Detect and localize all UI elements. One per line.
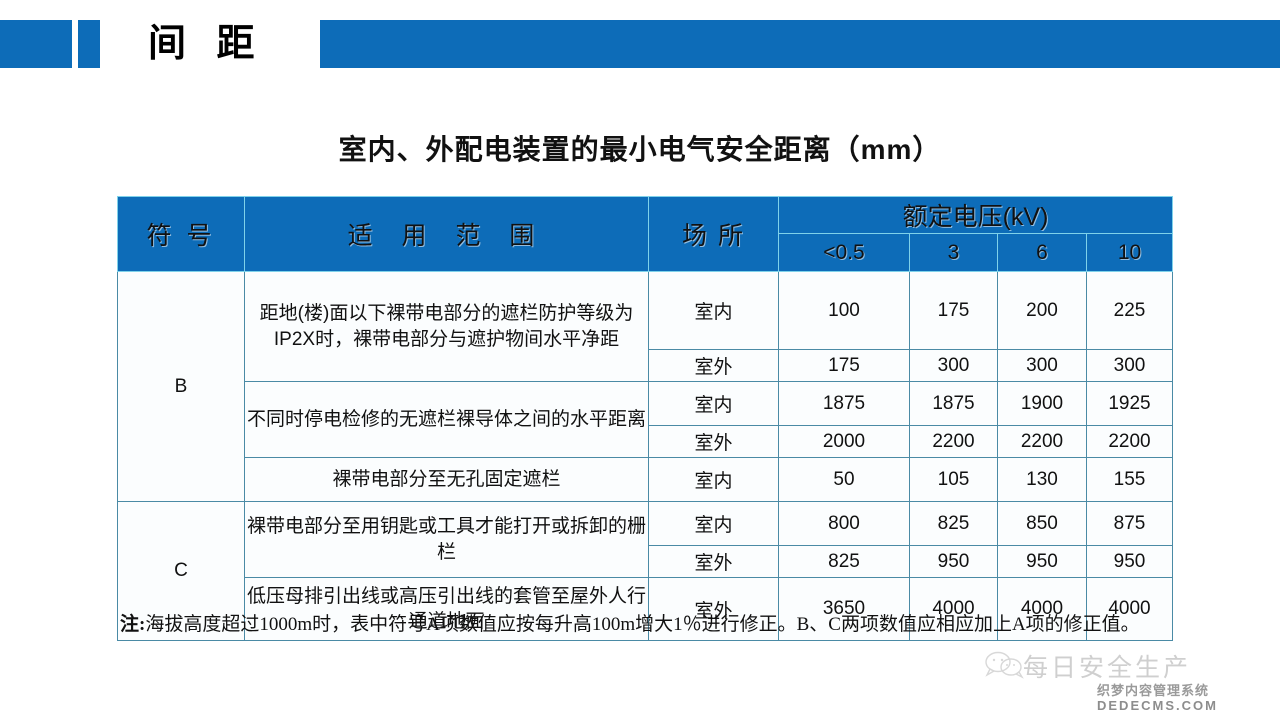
cell-value: 225 [1085,271,1174,350]
cell-place: 室外 [648,545,779,578]
cell-value: 1875 [778,381,910,426]
col-header-voltage-2: 6 [997,233,1087,272]
cell-place: 室外 [648,425,779,458]
table-row: 裸带电部分至无孔固定遮栏 室内 50 105 130 155 [118,457,1174,502]
cell-symbol-B: B [117,271,245,502]
page-title: 间 距 [148,23,265,65]
table-footnote: 注:海拔高度超过1000m时，表中符号A项数值应按每升高100m增大1％进行修正… [120,612,1180,639]
cell-place: 室外 [648,577,779,641]
cell-value: 800 [778,501,910,546]
cell-value: 105 [909,457,998,502]
watermark-account: 每日安全生产 [1023,654,1192,682]
cell-value: 850 [997,501,1087,546]
cell-value: 950 [1085,545,1174,578]
cell-value: 825 [909,501,998,546]
cell-value: 1875 [909,381,998,426]
cell-scope-B1: 距地(楼)面以下裸带电部分的遮栏防护等级为IP2X时，裸带电部分与遮护物间水平净… [244,271,649,382]
col-header-voltage-1: 3 [909,233,998,272]
header-accent-bar-right [320,20,1280,68]
footnote-label: 注: [120,614,146,635]
cell-scope-C2: 低压母排引出线或高压引出线的套管至屋外人行通道地面 [244,577,649,641]
wechat-icon [985,650,1024,679]
cell-value: 300 [997,349,1087,382]
cell-value: 50 [778,457,910,502]
cell-value: 950 [909,545,998,578]
cell-place: 室内 [648,457,779,502]
cell-value: 950 [997,545,1087,578]
cell-value: 4000 [997,577,1087,641]
slide-header: 间 距 [0,0,1280,90]
header-accent-block-left [0,20,72,68]
table-row: B 距地(楼)面以下裸带电部分的遮栏防护等级为IP2X时，裸带电部分与遮护物间水… [117,271,1174,502]
cell-place: 室内 [648,271,779,350]
cell-value: 875 [1085,501,1174,546]
cell-place: 室内 [648,381,779,426]
data-table-container: 符 号 适 用 范 围 场 所 额定电压(kV) <0.5 3 6 10 B 距… [117,196,1174,641]
table-row: C 裸带电部分至用钥匙或工具才能打开或拆卸的栅栏 室内 800 825 850 … [117,501,1174,641]
cell-value: 2200 [997,425,1087,458]
header-accent-block-small [78,20,100,68]
cell-value: 130 [997,457,1087,502]
table-row: 室外 175 300 300 300 [118,349,1174,382]
col-header-place: 场 所 [648,196,779,272]
cell-value: 4000 [1085,577,1174,641]
col-header-voltage-0: <0.5 [778,233,910,272]
cell-value: 2000 [778,425,910,458]
watermark-cms-en: DEDECMS.COM [1097,698,1218,713]
cell-value: 100 [778,271,910,350]
cell-value: 300 [909,349,998,382]
cell-value: 155 [1085,457,1174,502]
watermark-cms-cn: 织梦内容管理系统 [1097,683,1210,698]
cell-scope-C1: 裸带电部分至用钥匙或工具才能打开或拆卸的栅栏 [244,501,649,578]
cell-value: 300 [1085,349,1174,382]
cell-place: 室外 [648,349,779,382]
col-header-voltage-group: 额定电压(kV) [777,196,1174,234]
col-header-scope: 适 用 范 围 [244,196,649,272]
cell-place: 室内 [648,501,779,546]
electrical-clearance-table: 符 号 适 用 范 围 场 所 额定电压(kV) <0.5 3 6 10 B 距… [117,196,1174,641]
footnote-text: 海拔高度超过1000m时，表中符号A项数值应按每升高100m增大1％进行修正。B… [145,614,1140,635]
cell-value: 175 [909,271,998,350]
cell-value: 2200 [909,425,998,458]
watermark: 每日安全生产 织梦内容管理系统 DEDECMS.COM [985,648,1275,718]
table-header-row-2: <0.5 3 6 10 [118,233,1174,272]
table-header-row-1: 符 号 适 用 范 围 场 所 额定电压(kV) [117,196,1174,272]
cell-value: 200 [997,271,1087,350]
cell-value: 825 [778,545,910,578]
cell-value: 4000 [909,577,998,641]
table-title: 室内、外配电装置的最小电气安全距离（mm） [338,134,942,165]
cell-scope-B2: 不同时停电检修的无遮栏裸导体之间的水平距离 [244,381,649,458]
cell-value: 175 [778,349,910,382]
col-header-voltage-3: 10 [1085,233,1174,272]
table-row: 低压母排引出线或高压引出线的套管至屋外人行通道地面 室外 3650 4000 4… [118,577,1174,641]
cell-value: 2200 [1085,425,1174,458]
cell-value: 1900 [997,381,1087,426]
cell-value: 1925 [1085,381,1174,426]
col-header-symbol: 符 号 [117,196,245,272]
cell-scope-B3: 裸带电部分至无孔固定遮栏 [244,457,649,502]
table-row: 室外 825 950 950 950 [118,545,1174,578]
table-row: 不同时停电检修的无遮栏裸导体之间的水平距离 室内 1875 1875 1900 … [118,381,1174,458]
cell-symbol-C: C [117,501,245,641]
